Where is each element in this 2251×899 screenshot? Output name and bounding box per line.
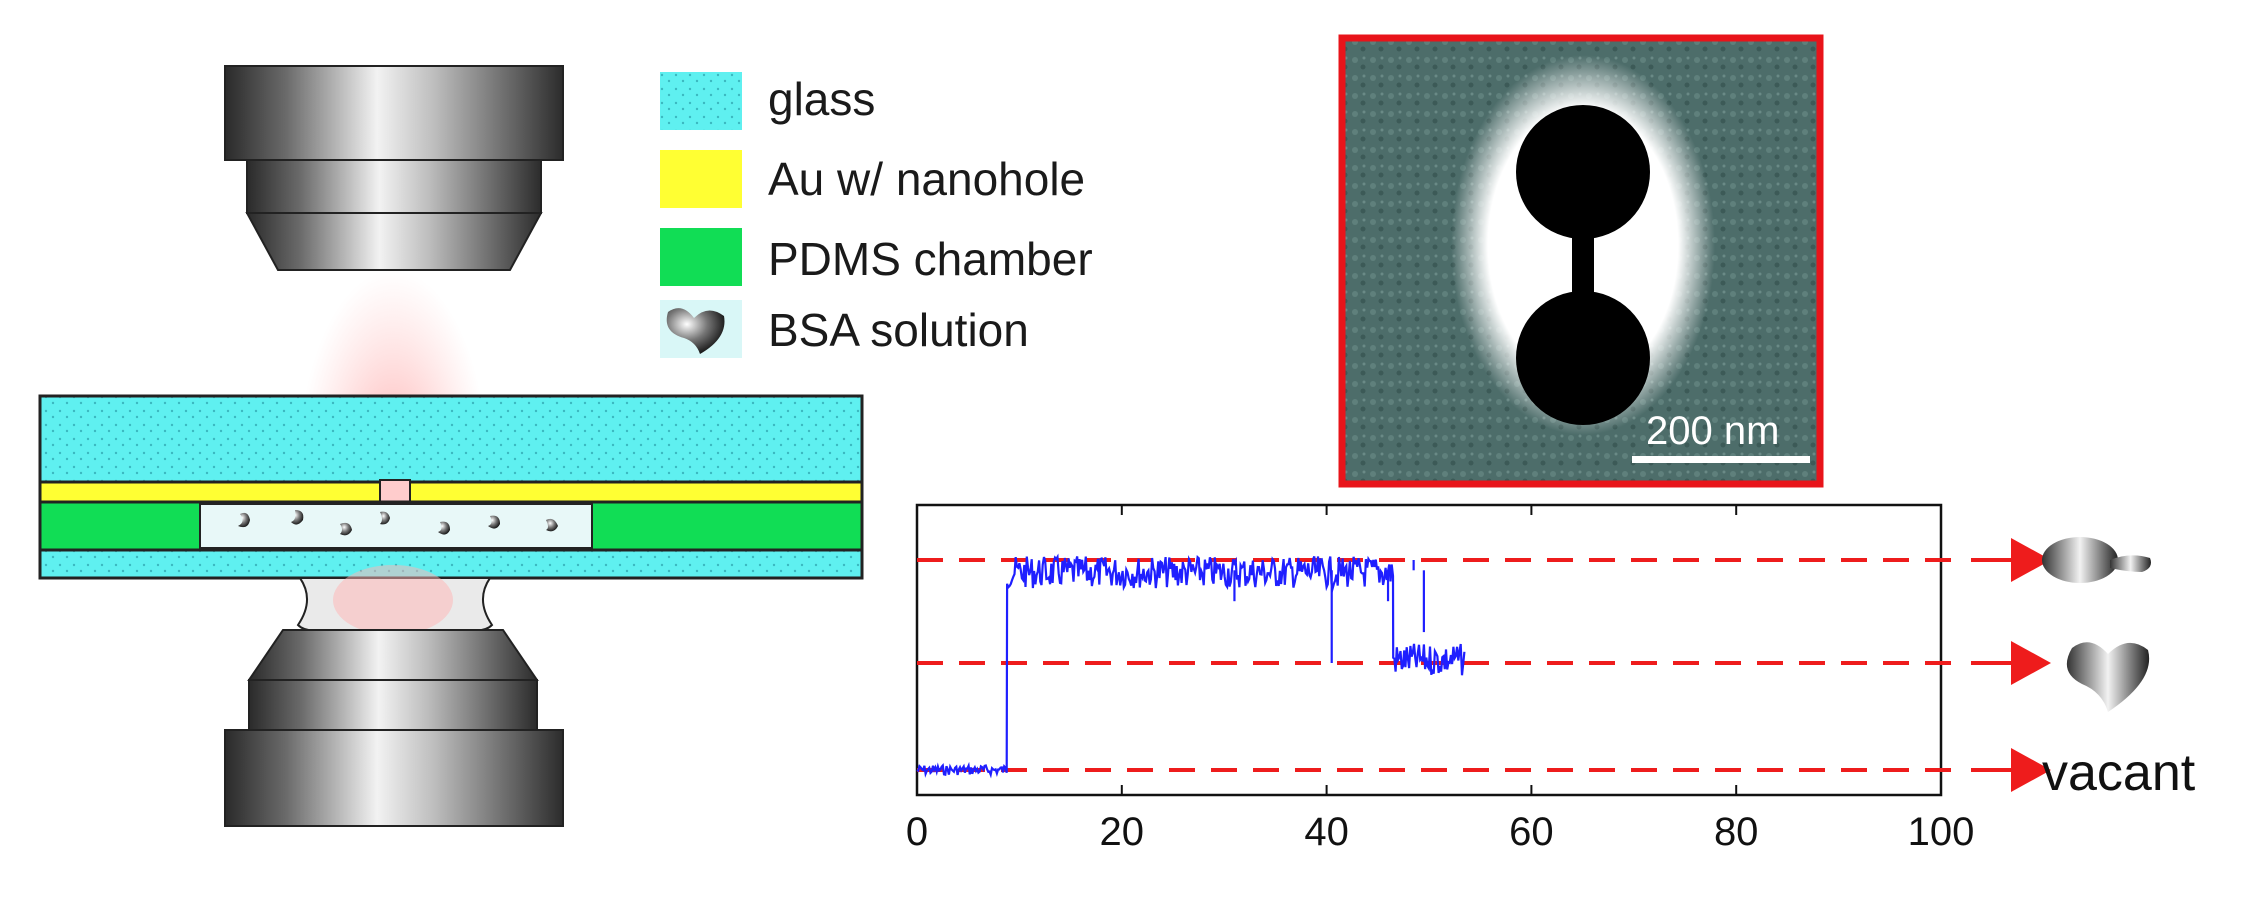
lower-objective — [224, 565, 564, 827]
upper-objective — [224, 65, 564, 271]
x-tick-label: 60 — [1509, 810, 1554, 854]
trace-line-0 — [916, 553, 1466, 779]
protein-icon — [238, 512, 250, 528]
arrow-head-native — [2011, 641, 2051, 685]
sem-micrograph: 200 nm — [1338, 34, 1824, 488]
trace-series — [916, 553, 1466, 779]
protein-icon — [291, 510, 304, 525]
legend-heart-icon — [666, 308, 725, 354]
nanohole-upper — [1516, 105, 1650, 239]
scale-bar-label: 200 nm — [1646, 409, 1779, 453]
nanohole-lower — [1516, 291, 1650, 425]
sample-stack — [38, 394, 864, 580]
x-tick-label: 100 — [1908, 810, 1975, 854]
arrow-head-vacant — [2011, 748, 2051, 792]
legend-swatch-glass — [660, 72, 742, 130]
legend-label-bsa: BSA solution — [768, 304, 1029, 356]
bsa-chamber — [199, 503, 593, 549]
protein-icon — [488, 515, 500, 529]
nanohole — [379, 479, 411, 505]
native-protein-icon — [2066, 642, 2150, 712]
trace-chart: 0 20 40 60 80 100 — [906, 503, 2051, 854]
protein-icon — [380, 511, 390, 525]
legend-label-pdms: PDMS chamber — [768, 233, 1093, 285]
elongated-protein-icon — [2042, 537, 2151, 583]
protein-icon — [340, 522, 352, 536]
arrow-head-elongated — [2011, 538, 2051, 582]
legend-label-au: Au w/ nanohole — [768, 153, 1086, 205]
legend-label-glass: glass — [768, 73, 876, 125]
x-tick-label: 0 — [906, 810, 928, 854]
legend-swatch-au — [660, 150, 742, 208]
state-arrows — [1971, 538, 2051, 792]
scale-bar — [1632, 456, 1810, 463]
vacant-label: vacant — [2042, 744, 2196, 802]
legend — [660, 72, 742, 358]
legend-swatch-pdms — [660, 228, 742, 286]
x-ticks: 0 20 40 60 80 100 — [906, 505, 1975, 854]
x-tick-label: 40 — [1304, 810, 1349, 854]
glass-bottom-layer — [38, 548, 864, 580]
protein-icon — [438, 521, 450, 535]
plot-frame — [915, 503, 1943, 797]
x-tick-label: 80 — [1714, 810, 1759, 854]
protein-icon — [546, 518, 558, 532]
x-tick-label: 20 — [1100, 810, 1145, 854]
glass-top-layer — [38, 394, 864, 484]
au-layer — [38, 480, 864, 504]
